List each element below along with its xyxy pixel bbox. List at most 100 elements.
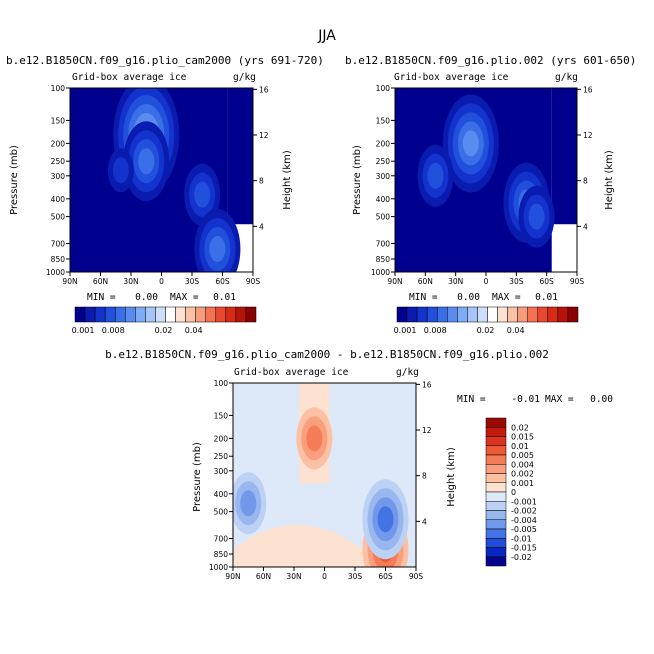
colorbar-swatch bbox=[485, 519, 507, 530]
panel-3-max-label: MAX = bbox=[545, 394, 574, 405]
y-tick-label: 500 bbox=[51, 213, 66, 222]
colorbar-label: 0.015 bbox=[511, 433, 534, 442]
colorbar-swatch bbox=[406, 306, 418, 323]
x-tick-label: 30S bbox=[348, 572, 363, 581]
colorbar-panel-1: 0.001 0.008 0.02 0.04 bbox=[72, 306, 257, 335]
panel-3-ylabel: Pressure (mb) bbox=[192, 442, 203, 512]
y-tick-label: 300 bbox=[51, 172, 66, 181]
x-tick-label: 0 bbox=[484, 277, 489, 286]
colorbar-label: 0.04 bbox=[507, 326, 525, 335]
y-tick-label: 1000 bbox=[371, 268, 390, 277]
colorbar-panel-2: 0.001 0.008 0.02 0.04 bbox=[394, 306, 579, 335]
x-tick-label: 90S bbox=[570, 277, 585, 286]
x-tick-label: 90N bbox=[62, 277, 77, 286]
y-tick-label: 200 bbox=[376, 139, 391, 148]
panel-2-ylabel-right: Height (km) bbox=[604, 150, 615, 210]
panel-2-max-value: 0.01 bbox=[535, 292, 558, 303]
colorbar-label: 0.02 bbox=[511, 423, 529, 432]
panel-1-subtitle-left: Grid-box average ice bbox=[72, 72, 187, 83]
y-tick-label: 300 bbox=[376, 172, 391, 181]
colorbar-swatch bbox=[485, 491, 507, 502]
colorbar-swatch bbox=[485, 482, 507, 493]
colorbar-swatch bbox=[485, 445, 507, 456]
x-tick-label: 90S bbox=[409, 572, 424, 581]
contour-base-sh bbox=[551, 88, 577, 225]
y-tick-label: 400 bbox=[51, 195, 66, 204]
x-tick-label: 90S bbox=[246, 277, 261, 286]
colorbar-swatch bbox=[175, 306, 186, 323]
height-tick-label: 16 bbox=[583, 85, 593, 94]
height-tick-label: 16 bbox=[422, 380, 432, 389]
y-tick-label: 500 bbox=[214, 508, 229, 517]
y-tick-label: 700 bbox=[214, 534, 229, 543]
colorbar-swatch bbox=[165, 306, 176, 323]
panel-1-subtitle-right: g/kg bbox=[233, 72, 256, 83]
panel-3-ylabel-right: Height (km) bbox=[446, 447, 457, 507]
colorbar-swatch bbox=[74, 306, 86, 323]
colorbar-label: 0.008 bbox=[424, 326, 447, 335]
colorbar-label: 0.002 bbox=[511, 470, 534, 479]
colorbar-swatch bbox=[185, 306, 196, 323]
colorbar-swatch bbox=[485, 556, 507, 567]
colorbar-panel-3: 0.020.0150.010.0050.0040.0020.0010-0.001… bbox=[485, 417, 537, 567]
colorbar-swatch bbox=[485, 510, 507, 520]
contour-feature-3-level-3 bbox=[377, 506, 394, 533]
colorbar-label: 0.001 bbox=[394, 326, 417, 335]
colorbar-swatch bbox=[485, 417, 507, 428]
colorbar-swatch bbox=[125, 306, 136, 323]
x-tick-label: 60N bbox=[418, 277, 433, 286]
panel-2-min-value: 0.00 bbox=[457, 292, 480, 303]
colorbar-label: 0.005 bbox=[511, 451, 534, 460]
colorbar-swatch bbox=[537, 306, 549, 323]
colorbar-label: 0 bbox=[511, 488, 516, 497]
colorbar-swatch bbox=[94, 306, 106, 323]
contour-feature-0-level-2 bbox=[306, 425, 323, 452]
colorbar-swatch bbox=[507, 306, 518, 323]
colorbar-swatch bbox=[547, 306, 559, 323]
y-tick-label: 850 bbox=[214, 550, 229, 559]
y-tick-label: 200 bbox=[51, 139, 66, 148]
panel-3-plot: 90N 60N 30N 0 30S 60S 90S 100 150 200 250 300 400 500… bbox=[209, 379, 432, 581]
height-tick-label: 12 bbox=[583, 131, 593, 140]
colorbar-swatch bbox=[485, 427, 507, 437]
colorbar-label: 0.01 bbox=[511, 442, 529, 451]
panel-1-min-value: 0.00 bbox=[135, 292, 158, 303]
panel-1-min-label: MIN = bbox=[87, 292, 116, 303]
colorbar-swatch bbox=[436, 306, 448, 323]
panel-2: b.e12.B1850CN.f09_g16.plio.002 (yrs 601-… bbox=[345, 54, 636, 335]
colorbar-swatch bbox=[104, 306, 116, 323]
colorbar-label: 0.001 bbox=[511, 479, 534, 488]
height-tick-label: 12 bbox=[422, 426, 432, 435]
colorbar-swatch bbox=[477, 306, 488, 323]
figure-title: JJA bbox=[317, 28, 336, 44]
colorbar-swatch bbox=[485, 538, 507, 548]
colorbar-swatch bbox=[567, 306, 579, 323]
height-tick-label: 4 bbox=[583, 222, 588, 231]
colorbar-swatch bbox=[416, 306, 428, 323]
contour-feature-1-level-2 bbox=[427, 162, 444, 189]
contour-feature-3-level-2 bbox=[528, 203, 545, 230]
panel-1-ylabel: Pressure (mb) bbox=[9, 145, 20, 215]
height-tick-label: 8 bbox=[259, 177, 264, 186]
colorbar-swatch bbox=[396, 306, 408, 323]
x-tick-label: 30S bbox=[509, 277, 524, 286]
colorbar-swatch bbox=[155, 306, 166, 323]
y-tick-label: 100 bbox=[376, 84, 391, 93]
x-tick-label: 30N bbox=[448, 277, 463, 286]
panel-3-title: b.e12.B1850CN.f09_g16.plio_cam2000 - b.e… bbox=[105, 348, 549, 361]
panel-3-min-value: -0.01 bbox=[511, 394, 540, 405]
y-tick-label: 250 bbox=[376, 157, 391, 166]
colorbar-label: 0.02 bbox=[155, 326, 173, 335]
y-tick-label: 400 bbox=[376, 195, 391, 204]
colorbar-swatch bbox=[557, 306, 569, 323]
panel-2-subtitle-right: g/kg bbox=[555, 72, 578, 83]
colorbar-swatch bbox=[135, 306, 146, 323]
colorbar-swatch bbox=[485, 547, 507, 557]
panel-1: b.e12.B1850CN.f09_g16.plio_cam2000 (yrs … bbox=[6, 54, 324, 335]
y-tick-label: 100 bbox=[51, 84, 66, 93]
x-tick-label: 0 bbox=[159, 277, 164, 286]
y-tick-label: 850 bbox=[51, 255, 66, 264]
height-tick-label: 4 bbox=[259, 222, 264, 231]
colorbar-swatch bbox=[205, 306, 217, 323]
